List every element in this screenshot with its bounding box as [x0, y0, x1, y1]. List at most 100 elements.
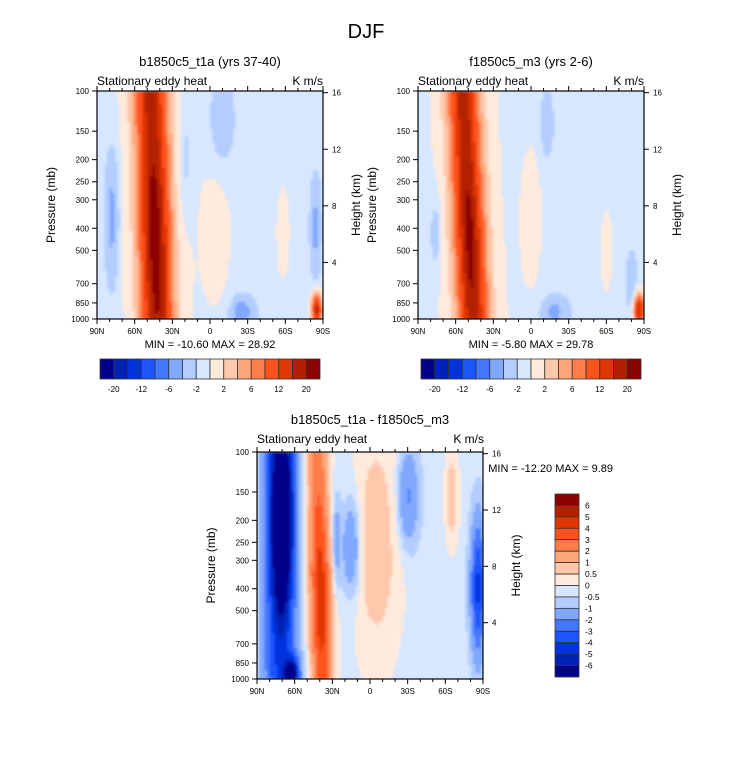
field-cell	[458, 165, 462, 169]
field-cell	[538, 199, 542, 203]
field-cell	[478, 156, 482, 160]
x-tick-label: 30S	[241, 327, 255, 336]
field-cell	[137, 153, 141, 158]
field-cell	[149, 113, 153, 118]
field-cell	[134, 296, 138, 300]
field-cell	[129, 187, 133, 192]
field-cell	[435, 110, 439, 115]
field-cell	[490, 207, 494, 212]
field-cell	[495, 145, 499, 149]
field-cell	[473, 210, 477, 215]
field-cell	[450, 150, 454, 155]
field-cell	[147, 236, 151, 240]
field-cell	[134, 239, 138, 243]
field-cell	[453, 145, 457, 149]
field-cell	[177, 130, 181, 135]
field-cell	[147, 244, 151, 249]
field-cell	[215, 267, 219, 272]
field-cell	[430, 99, 434, 103]
field-cell	[277, 239, 281, 243]
field-cell	[463, 130, 467, 135]
field-cell	[112, 267, 116, 272]
field-cell	[217, 128, 221, 132]
field-cell	[169, 119, 173, 123]
field-cell	[455, 110, 459, 115]
field-cell	[237, 310, 241, 314]
field-cell	[152, 299, 156, 303]
field-cell	[443, 179, 447, 183]
field-cell	[129, 273, 133, 277]
field-cell	[242, 310, 246, 314]
field-cell	[483, 150, 487, 155]
field-cell	[480, 210, 484, 215]
field-cell	[215, 230, 219, 235]
field-cell	[132, 193, 136, 198]
field-cell	[167, 190, 171, 195]
field-cell	[215, 233, 219, 237]
field-cell	[132, 256, 136, 260]
field-cell	[280, 196, 284, 200]
field-cell	[225, 153, 229, 158]
field-cell	[312, 293, 317, 297]
field-cell	[142, 281, 146, 286]
field-cell	[119, 125, 123, 129]
field-cell	[137, 93, 141, 98]
field-cell	[139, 136, 143, 141]
field-cell	[122, 264, 126, 269]
field-cell	[430, 105, 434, 109]
field-cell	[523, 176, 527, 180]
field-cell	[104, 190, 108, 195]
field-cell	[282, 230, 286, 235]
colorbar-box	[99, 358, 115, 380]
field-cell	[490, 176, 494, 180]
field-cell	[169, 281, 173, 286]
field-cell	[217, 213, 221, 217]
field-cell	[227, 148, 231, 152]
field-cell	[177, 136, 181, 141]
field-cell	[134, 207, 138, 212]
field-cell	[137, 296, 141, 300]
field-cell	[162, 142, 166, 146]
field-cell	[184, 233, 188, 237]
field-cell	[282, 247, 286, 252]
field-cell	[280, 250, 284, 255]
field-cell	[137, 253, 141, 257]
field-cell	[182, 250, 186, 255]
field-cell	[282, 216, 286, 220]
field-cell	[134, 102, 138, 106]
field-cell	[217, 216, 221, 220]
field-cell	[217, 239, 221, 243]
field-cell	[215, 122, 219, 126]
field-cell	[493, 182, 497, 186]
field-cell	[159, 170, 163, 175]
field-cell	[152, 190, 156, 195]
field-cell	[433, 219, 437, 223]
field-cell	[217, 142, 221, 146]
field-cell	[498, 167, 502, 172]
field-cell	[127, 236, 131, 240]
field-cell	[463, 99, 467, 103]
field-cell	[134, 122, 138, 126]
field-cell	[104, 222, 108, 226]
field-cell	[543, 99, 547, 103]
field-cell	[430, 108, 434, 112]
field-cell	[157, 307, 161, 312]
field-cell	[470, 170, 474, 175]
field-cell	[217, 108, 221, 112]
field-cell	[164, 139, 168, 143]
field-cell	[317, 227, 322, 232]
field-cell	[493, 170, 497, 175]
field-cell	[478, 176, 482, 180]
field-cell	[159, 185, 163, 189]
field-cell	[433, 125, 437, 129]
field-cell	[445, 122, 449, 126]
field-cell	[212, 119, 216, 123]
field-cell	[164, 239, 168, 243]
field-cell	[139, 91, 143, 95]
field-cell	[470, 133, 474, 138]
field-cell	[528, 153, 532, 158]
field-cell	[443, 210, 447, 215]
field-cell	[475, 193, 479, 198]
field-cell	[137, 210, 141, 215]
field-cell	[217, 290, 221, 294]
